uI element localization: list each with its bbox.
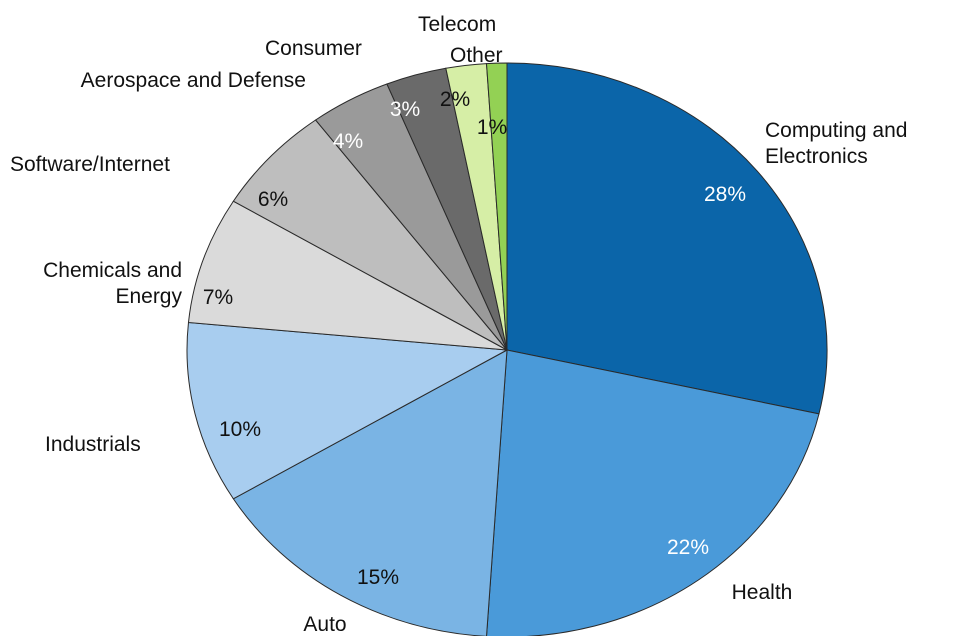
value-label: 3% [389, 98, 421, 121]
pie-slice [485, 62, 508, 351]
category-label: Industrials [45, 433, 141, 456]
category-label: Consumer [265, 37, 362, 60]
value-label: 7% [202, 286, 234, 309]
category-label: Software/Internet [10, 153, 170, 176]
pie-slice [232, 119, 508, 351]
value-label: 22% [666, 536, 710, 559]
value-label: 2% [439, 88, 471, 111]
category-label: Computing and Electronics [765, 119, 908, 168]
pie-slice [486, 349, 820, 636]
category-label: Chemicals and Energy [43, 259, 182, 308]
category-label: Auto [303, 613, 347, 636]
pie-slice [186, 321, 509, 500]
pie-slice [187, 200, 508, 351]
category-label: Telecom [418, 13, 497, 36]
value-label: 6% [257, 188, 289, 211]
pie-slice [506, 62, 828, 415]
value-label: 4% [332, 130, 364, 153]
category-label: Other [450, 44, 503, 67]
category-label: Health [731, 581, 793, 604]
pie-slice [232, 349, 508, 636]
value-label: 1% [476, 116, 508, 139]
value-label: 15% [356, 566, 400, 589]
value-label: 28% [703, 183, 747, 206]
value-label: 10% [218, 418, 262, 441]
category-label: Aerospace and Defense [80, 69, 306, 92]
